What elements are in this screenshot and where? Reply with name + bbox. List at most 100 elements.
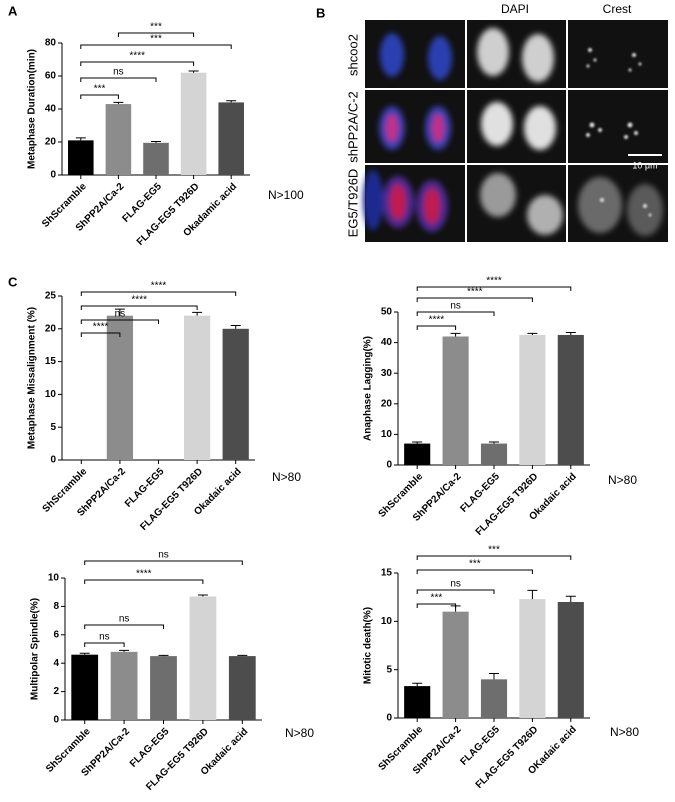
row-label: shcoo2 [345,34,360,76]
significance-bracket [84,624,164,629]
significance-label: *** [150,22,162,33]
y-axis-label: Metaphase Missalignment (%) [27,307,38,449]
significance-label: ns [115,309,126,320]
y-tick-label: 8 [53,601,59,612]
significance-label: **** [136,569,152,580]
bar [557,602,584,718]
error-bar [75,137,86,141]
significance-bracket [416,297,533,302]
y-tick-label: 0 [53,715,59,726]
significance-bracket [80,44,232,49]
significance-label: ns [119,614,130,625]
y-tick-label: 0 [50,170,56,181]
error-bar [113,101,124,105]
error-bar [450,332,461,337]
error-bar [151,141,161,143]
significance-label: *** [431,593,443,604]
bar [183,315,211,460]
note: N>80 [608,473,637,487]
significance-bracket [84,642,125,647]
significance-bracket [416,325,457,330]
scale-bar-label: 10 μm [632,160,657,170]
bar [557,334,584,465]
significance-bracket [416,603,457,608]
bar [68,140,94,175]
y-axis-label: Anaphase Lagging(%) [363,336,374,441]
significance-label: *** [150,34,162,45]
significance-bracket [80,332,121,337]
significance-bracket [80,61,195,66]
y-tick-label: 10 [45,389,57,400]
significance-label: *** [469,559,481,570]
error-bar [237,654,248,657]
significance-label: **** [151,281,167,292]
significance-label: **** [131,295,147,306]
error-bar [114,308,125,316]
y-tick-label: 25 [45,291,57,302]
y-tick-label: 20 [381,398,393,409]
y-tick-label: 10 [381,429,393,440]
y-tick-label: 6 [53,629,59,640]
error-bar [226,100,237,103]
y-tick-label: 40 [381,337,393,348]
bar [110,651,138,720]
y-tick-label: 0 [50,455,56,466]
error-bar [230,325,241,329]
row-label: shPP2A/C-2 [345,91,360,163]
y-tick-label: 30 [381,368,393,379]
bar [143,142,169,175]
y-tick-label: 40 [45,104,57,115]
significance-label: *** [94,84,106,95]
cell-blobs [363,28,663,236]
bar [442,611,469,718]
error-bar [565,595,576,602]
bar [442,336,469,465]
row-label: EG5/T926D [345,169,360,238]
significance-label: ns [99,632,110,643]
error-bar [412,682,423,687]
y-tick-label: 0 [386,713,392,724]
note: N>100 [268,188,304,202]
significance-bracket [80,77,157,82]
bar [106,315,134,460]
y-tick-label: 0 [386,460,392,471]
error-bar [527,332,538,335]
significance-bracket [80,305,198,310]
y-tick-label: 10 [48,573,60,584]
bar [150,656,177,720]
y-tick-label: 2 [53,686,59,697]
y-tick-label: 5 [386,664,392,675]
panel-label: C [8,274,18,289]
significance-bracket [416,311,495,316]
y-tick-label: 20 [45,323,57,334]
y-axis-label: Multipolar Spindle(%) [30,598,41,700]
significance-label: ns [450,301,461,312]
error-bar [158,654,169,657]
error-bar [527,589,538,600]
significance-label: **** [129,51,145,62]
bar [189,596,217,720]
significance-bracket [80,319,159,324]
error-bar [565,332,576,335]
bar [222,328,249,460]
note: N>80 [285,726,314,740]
bar [404,686,431,718]
panel-label: B [316,5,325,20]
significance-label: ns [450,579,461,590]
error-bar [489,673,499,680]
y-tick-label: 4 [53,658,59,669]
significance-label: **** [486,276,502,287]
crest-dots [586,48,652,217]
bar [480,679,508,718]
error-bar [119,649,130,652]
error-bar [192,311,203,316]
significance-bracket [84,560,243,565]
error-bar [489,441,499,444]
error-bar [79,652,90,655]
bar [105,104,132,175]
y-axis-label: Metaphase Duration(min) [27,49,38,169]
significance-bracket [80,291,237,296]
significance-label: **** [429,315,445,326]
bar [228,656,256,720]
